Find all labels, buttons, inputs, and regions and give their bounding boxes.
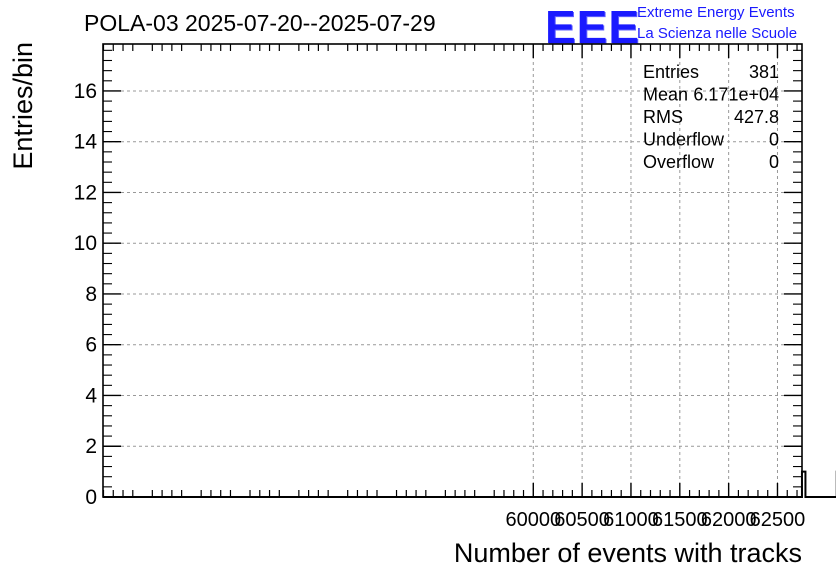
x-axis-label: Number of events with tracks: [454, 538, 802, 568]
stats-label: Underflow: [643, 130, 725, 150]
stats-value: 0: [769, 152, 779, 172]
stats-label: Overflow: [643, 152, 715, 172]
x-tick-label: 62500: [750, 509, 806, 531]
stats-value: 427.8: [734, 107, 779, 127]
logo-line-2: La Scienza nelle Scuole: [637, 25, 798, 42]
y-tick-label: 0: [85, 486, 97, 509]
stats-value: 0: [769, 130, 779, 150]
stats-label: Mean: [643, 85, 688, 105]
y-tick-label: 8: [85, 283, 97, 306]
stats-label: Entries: [643, 62, 699, 82]
stats-value: 6.171e+04: [693, 85, 779, 105]
y-tick-label: 6: [85, 334, 97, 357]
y-tick-label: 2: [85, 435, 97, 458]
x-tick-label: 61000: [603, 509, 659, 531]
stats-value: 381: [749, 62, 779, 82]
grid-lines: [103, 44, 802, 497]
stats-box: Entries 381 Mean 6.171e+04 RMS 427.8 Underflow…: [643, 62, 779, 172]
x-tick-label: 60500: [554, 509, 610, 531]
y-tick-label: 4: [85, 384, 97, 407]
histogram-line: [103, 470, 836, 498]
y-tick-label: 14: [74, 131, 98, 154]
axis-ticks: [102, 44, 802, 498]
stats-label: RMS: [643, 107, 683, 127]
chart-title: POLA-03 2025-07-20--2025-07-29: [84, 10, 436, 36]
x-tick-label: 60000: [505, 509, 561, 531]
y-axis-label: Entries/bin: [8, 42, 38, 170]
y-tick-label: 16: [74, 80, 97, 103]
y-tick-label: 12: [74, 181, 97, 204]
x-tick-label: 61500: [652, 509, 708, 531]
x-tick-label: 62000: [701, 509, 757, 531]
y-tick-label: 10: [74, 232, 97, 255]
plot-frame: [102, 43, 803, 498]
logo-line-1: Extreme Energy Events: [637, 4, 795, 21]
